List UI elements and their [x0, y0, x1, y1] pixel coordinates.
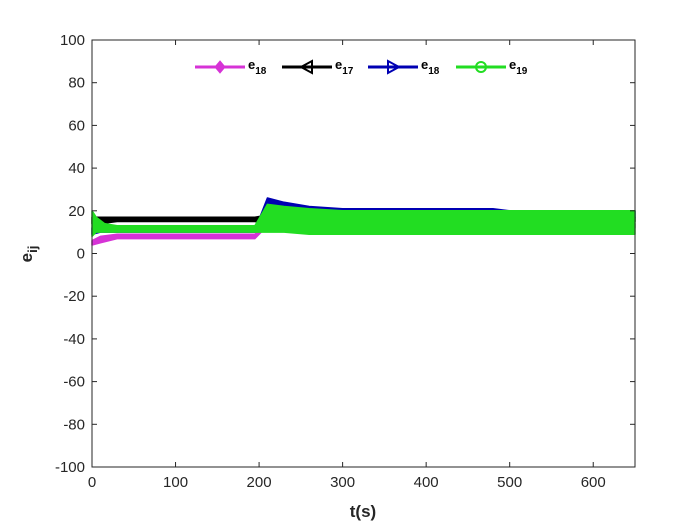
y-tick-label: 60	[68, 117, 85, 134]
legend-marker	[298, 59, 313, 75]
legend: e18 e17 e18 e19	[195, 57, 528, 77]
tick-layer: 0 100 200 300 400 500 600 -100 -80 -60 -40 -20 0 20 40…	[55, 32, 635, 491]
x-axis-label: t(s)	[350, 502, 376, 521]
legend-label: e18	[421, 57, 440, 77]
x-tick-label: 500	[497, 474, 522, 491]
legend-label: e18	[248, 57, 267, 77]
y-tick-label: -80	[63, 416, 85, 433]
legend-item-0: e18	[195, 57, 267, 77]
legend-marker	[387, 59, 402, 75]
legend-label: e17	[335, 57, 354, 77]
y-tick-label: -60	[63, 374, 85, 391]
y-tick-label: 0	[77, 246, 85, 263]
legend-item-3: e19	[456, 57, 528, 77]
legend-marker	[214, 60, 226, 74]
y-tick-label: 40	[68, 160, 85, 177]
x-tick-label: 100	[163, 474, 188, 491]
legend-label: e19	[509, 57, 528, 77]
y-tick-label: 100	[60, 32, 85, 49]
y-tick-label: -20	[63, 288, 85, 305]
legend-marker	[475, 61, 487, 73]
y-axis-label: eij	[17, 246, 40, 263]
x-tick-label: 200	[247, 474, 272, 491]
legend-item-1: e17	[282, 57, 354, 77]
x-tick-label: 0	[88, 474, 96, 491]
y-tick-label: 20	[68, 203, 85, 220]
y-tick-label: 80	[68, 75, 85, 92]
x-tick-label: 300	[330, 474, 355, 491]
legend-item-2: e18	[368, 57, 440, 77]
plot-area	[92, 40, 635, 467]
y-tick-label: -40	[63, 331, 85, 348]
y-tick-label: -100	[55, 459, 85, 476]
x-tick-label: 400	[414, 474, 439, 491]
x-tick-label: 600	[581, 474, 606, 491]
series-layer	[91, 197, 636, 246]
